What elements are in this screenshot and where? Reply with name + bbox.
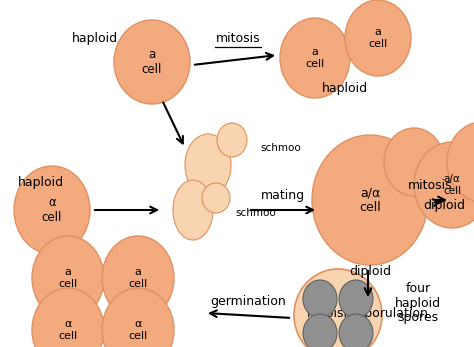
- Text: a
cell: a cell: [58, 267, 78, 289]
- Ellipse shape: [303, 280, 337, 318]
- Text: a
cell: a cell: [305, 47, 325, 69]
- Ellipse shape: [102, 288, 174, 347]
- Text: α
cell: α cell: [42, 196, 62, 224]
- Text: a
cell: a cell: [368, 27, 388, 49]
- Ellipse shape: [414, 142, 474, 228]
- Ellipse shape: [102, 236, 174, 320]
- Ellipse shape: [14, 166, 90, 254]
- Ellipse shape: [114, 20, 190, 104]
- Ellipse shape: [303, 314, 337, 347]
- Text: mating: mating: [261, 188, 305, 202]
- Text: diploid: diploid: [423, 198, 465, 212]
- Ellipse shape: [280, 18, 350, 98]
- Text: mitosis: mitosis: [408, 178, 452, 192]
- Text: a/α
cell: a/α cell: [473, 151, 474, 173]
- Text: meoisis/sporulation: meoisis/sporulation: [307, 306, 429, 320]
- Ellipse shape: [173, 180, 213, 240]
- Text: diploid: diploid: [349, 265, 391, 279]
- Text: germination: germination: [210, 296, 286, 308]
- Ellipse shape: [384, 128, 444, 196]
- Ellipse shape: [339, 314, 373, 347]
- Ellipse shape: [32, 236, 104, 320]
- Text: α
cell: α cell: [128, 319, 147, 341]
- Text: haploid: haploid: [72, 32, 118, 44]
- Text: haploid: haploid: [322, 82, 368, 94]
- Ellipse shape: [185, 134, 231, 196]
- Text: a
cell: a cell: [142, 48, 162, 76]
- Text: a/α
cell: a/α cell: [359, 186, 381, 214]
- Ellipse shape: [312, 135, 428, 265]
- Text: schmoo: schmoo: [235, 208, 276, 218]
- Text: mitosis: mitosis: [216, 32, 260, 44]
- Text: a
cell: a cell: [128, 267, 147, 289]
- Ellipse shape: [32, 288, 104, 347]
- Ellipse shape: [202, 183, 230, 213]
- Ellipse shape: [339, 280, 373, 318]
- Ellipse shape: [217, 123, 247, 157]
- Text: four
haploid
spores: four haploid spores: [395, 281, 441, 324]
- Text: α
cell: α cell: [58, 319, 78, 341]
- Ellipse shape: [345, 0, 411, 76]
- Text: a/α
cell: a/α cell: [443, 174, 461, 196]
- Ellipse shape: [294, 269, 382, 347]
- Ellipse shape: [447, 122, 474, 202]
- Text: haploid: haploid: [18, 176, 64, 188]
- Text: schmoo: schmoo: [260, 143, 301, 153]
